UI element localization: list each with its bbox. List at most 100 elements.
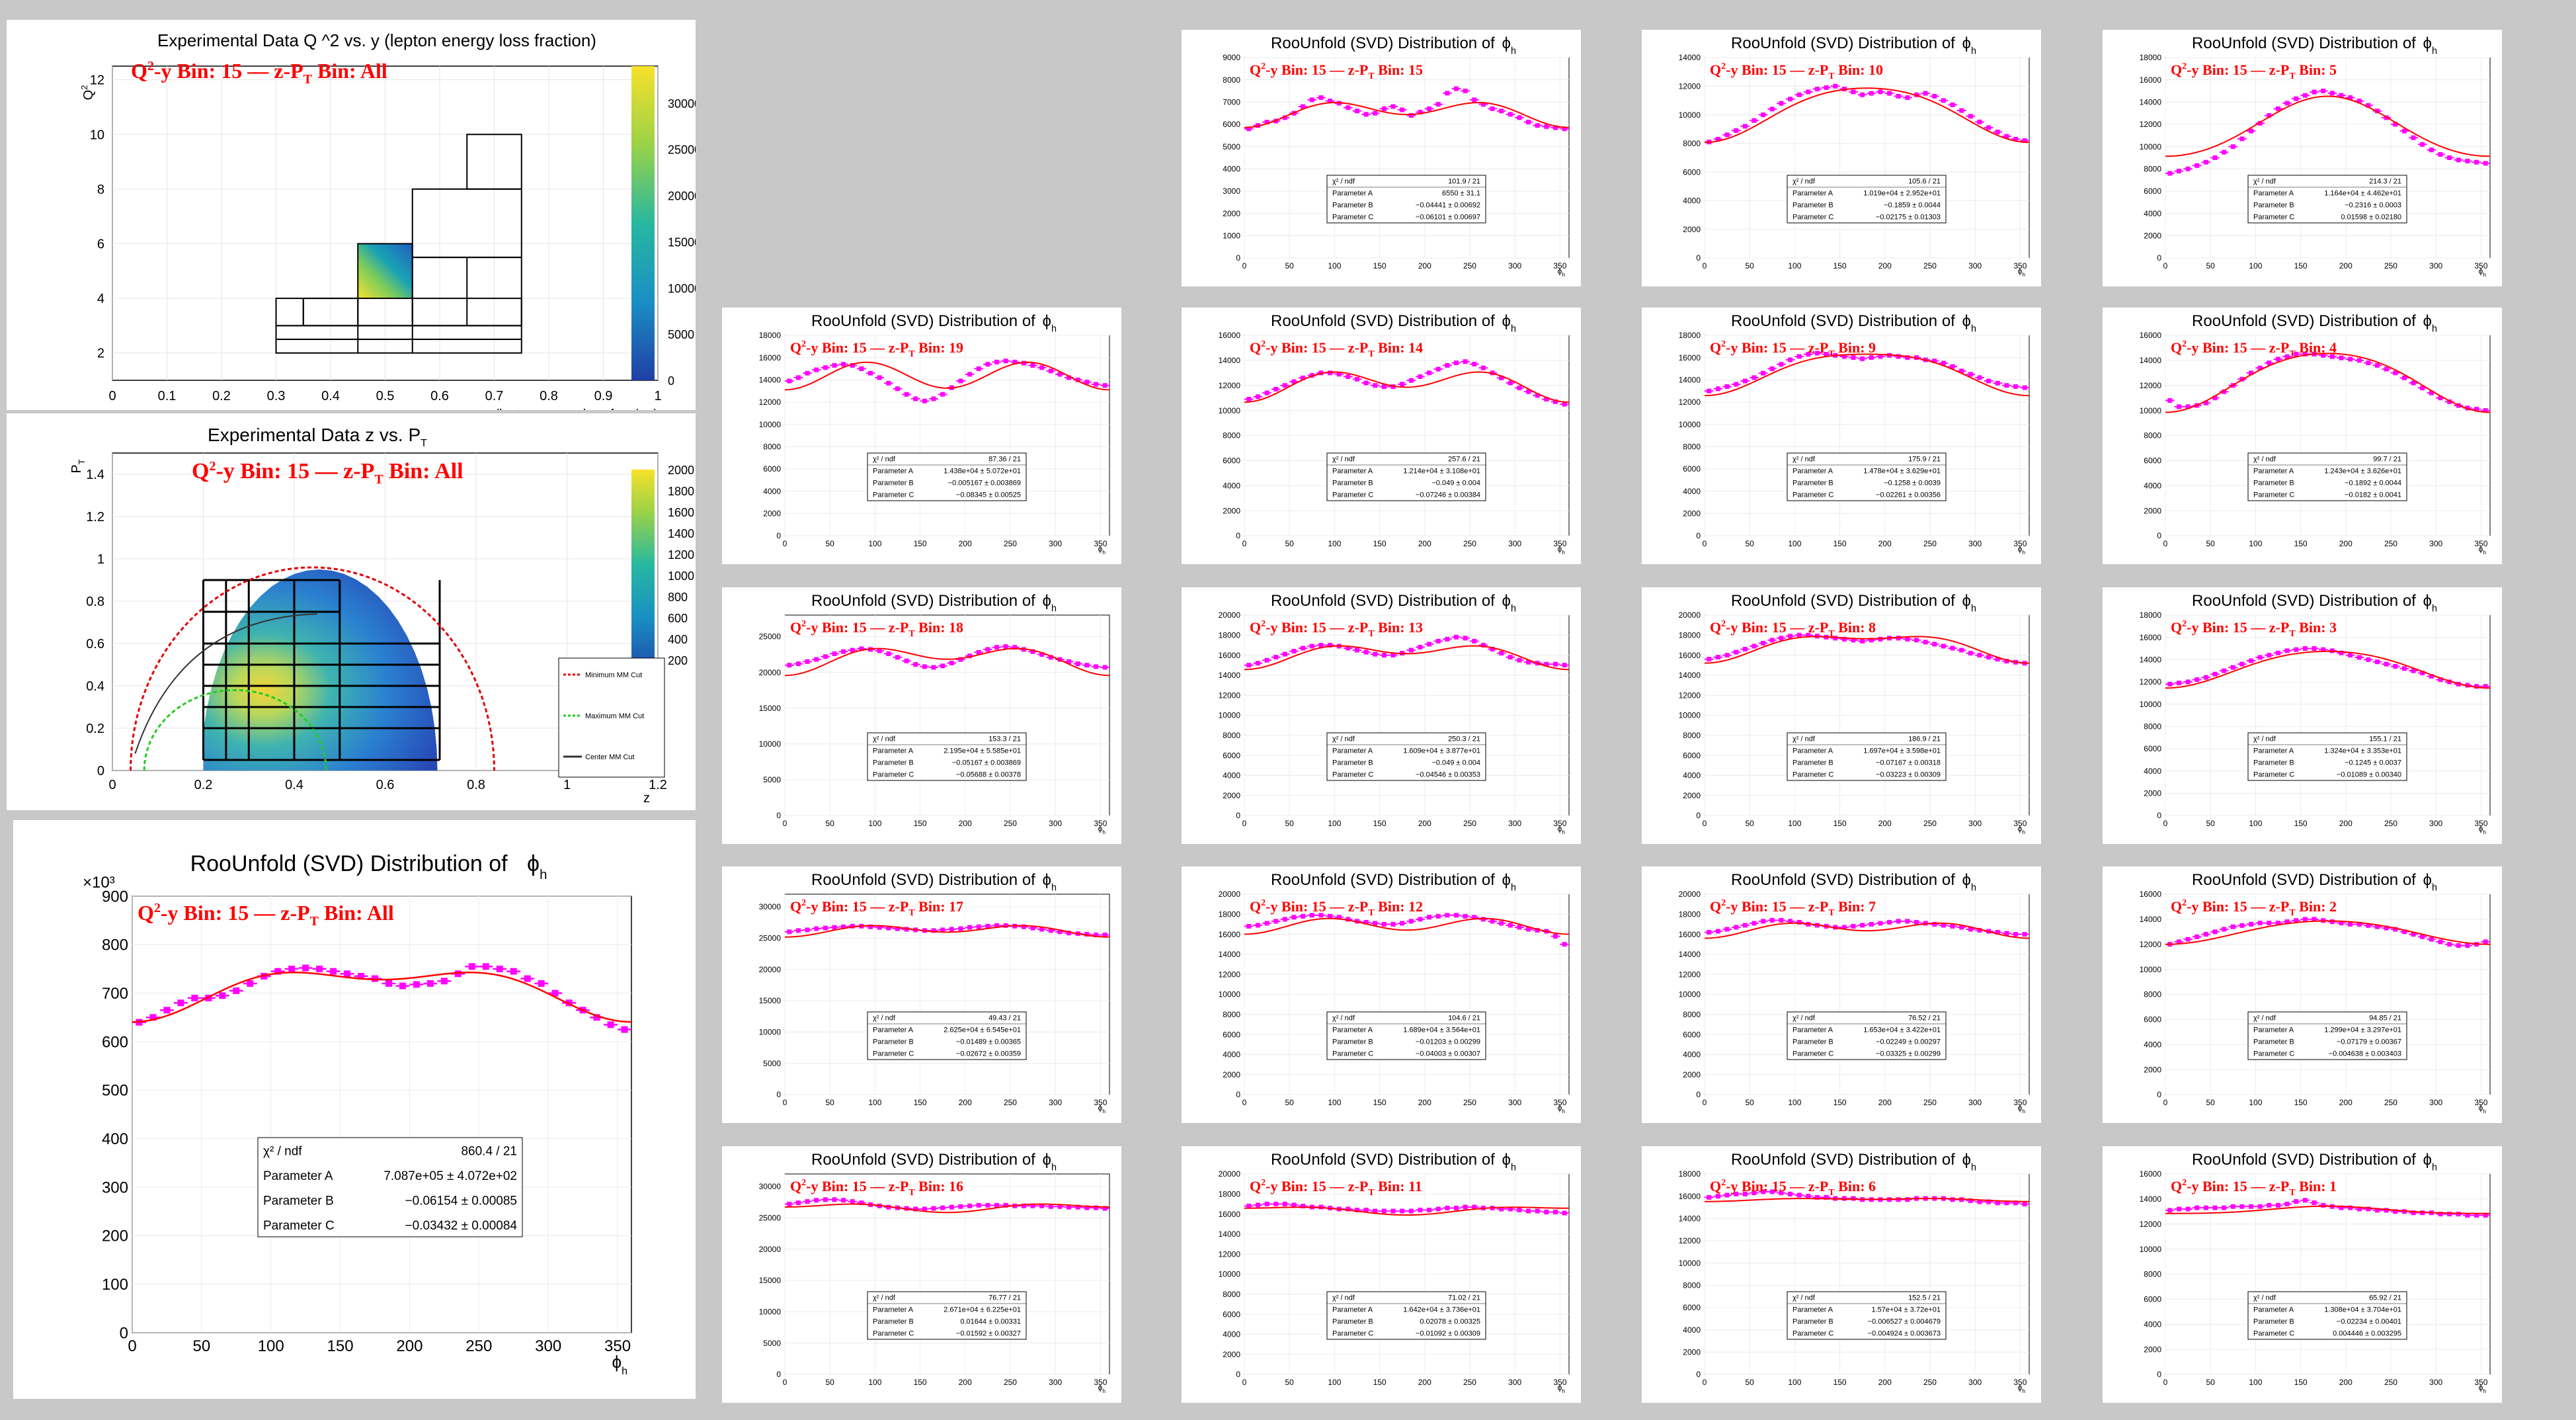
xlab-sub: h bbox=[1562, 829, 1565, 835]
data-point bbox=[1995, 657, 2000, 662]
data-point bbox=[2004, 1200, 2009, 1206]
data-point bbox=[1914, 919, 1919, 925]
x-tick-label: 0 bbox=[2163, 1098, 2168, 1107]
y-tick-label: 20000 bbox=[759, 668, 782, 677]
lab-sup: 2 bbox=[1261, 898, 1266, 908]
data-point bbox=[2013, 932, 2019, 937]
title-text: RooUnfold (SVD) Distribution of bbox=[811, 871, 1039, 889]
data-point bbox=[1724, 653, 1730, 658]
data-point bbox=[967, 372, 973, 377]
data-point bbox=[1896, 354, 1901, 359]
data-point bbox=[1075, 661, 1080, 667]
x-tick-label: 150 bbox=[2294, 1378, 2308, 1387]
y-tick-label: 2000 bbox=[2144, 789, 2161, 798]
lab-sup: 2 bbox=[1721, 1178, 1726, 1188]
stats-value: 105.6 / 21 bbox=[1908, 178, 1941, 186]
data-point bbox=[1977, 119, 1982, 124]
lab-rest: -y Bin: 15 — z-P bbox=[806, 619, 908, 636]
x-tick-label: 250 bbox=[2384, 819, 2397, 828]
stats-value: 1.019e+04 ± 2.952e+01 bbox=[1863, 190, 1941, 198]
data-point bbox=[2366, 657, 2371, 662]
y-tick-label: 0 bbox=[2157, 531, 2161, 540]
stats-label: χ² / ndf bbox=[873, 1015, 896, 1023]
lab-bin: 4 bbox=[2329, 339, 2337, 356]
fit-curve bbox=[1704, 922, 2030, 939]
data-point bbox=[1562, 942, 1567, 947]
y-tick-label: 12000 bbox=[1219, 970, 1241, 979]
x-tick-label: 50 bbox=[1746, 1098, 1755, 1107]
stats-label: χ² / ndf bbox=[1332, 456, 1355, 464]
data-point bbox=[2375, 659, 2380, 665]
data-point bbox=[2013, 136, 2019, 142]
data-point bbox=[1102, 383, 1107, 388]
y-tick-label: 6000 bbox=[1223, 456, 1240, 466]
x-axis-label: ϕh bbox=[2479, 1383, 2487, 1394]
x-tick-label: 350 bbox=[1553, 1098, 1566, 1107]
x-tick-label: 300 bbox=[1508, 261, 1521, 271]
data-point bbox=[454, 970, 462, 978]
x-tick-label: 300 bbox=[1968, 1098, 1982, 1107]
xlab-phi: ϕ bbox=[1558, 267, 1562, 276]
data-point bbox=[994, 645, 1000, 650]
y-tick-label: 10000 bbox=[1679, 1259, 1701, 1268]
phi-distribution-svg: RooUnfold (SVD) Distribution of ϕh0 50 100… bbox=[1219, 312, 1570, 556]
phi-distribution-svg: RooUnfold (SVD) Distribution of ϕh0 50 100… bbox=[759, 592, 1110, 835]
data-point bbox=[2222, 389, 2227, 394]
title-sub: h bbox=[1051, 1162, 1057, 1173]
data-point bbox=[1318, 95, 1324, 101]
data-point bbox=[2411, 135, 2416, 140]
data-point bbox=[2222, 1205, 2227, 1210]
plot-title: RooUnfold (SVD) Distribution of ϕh bbox=[1271, 1151, 1516, 1173]
bin-outline bbox=[411, 188, 522, 259]
y-tick-label: 20000 bbox=[759, 1245, 782, 1254]
data-point bbox=[1824, 1194, 1829, 1200]
x-tick-label: 300 bbox=[2429, 261, 2442, 271]
x-tick-label: 100 bbox=[1788, 819, 1801, 828]
y-tick-label: 6000 bbox=[2144, 187, 2161, 196]
y-tick-label: 8 bbox=[97, 183, 104, 197]
data-point bbox=[1363, 649, 1369, 655]
data-point bbox=[2321, 647, 2326, 652]
data-point bbox=[2483, 161, 2488, 166]
stats-value: 99.7 / 21 bbox=[2373, 456, 2401, 464]
phi-plot-zpt-bin-12: RooUnfold (SVD) Distribution of ϕh 0 50 100… bbox=[1182, 866, 1581, 1123]
data-point bbox=[1328, 370, 1333, 376]
data-point bbox=[468, 963, 475, 970]
lab-rest: -y Bin: 15 — z-P bbox=[2187, 1178, 2289, 1194]
data-point bbox=[1841, 354, 1847, 359]
y-tick-label: 16000 bbox=[1679, 651, 1701, 660]
fit-curve bbox=[784, 361, 1110, 391]
x-tick-label: 0 bbox=[2163, 539, 2168, 548]
x-tick-label: 0 bbox=[2163, 1378, 2168, 1387]
data-point bbox=[2275, 1202, 2280, 1208]
x-tick-label: 250 bbox=[1923, 1098, 1937, 1107]
bin-outline bbox=[275, 339, 522, 354]
x-axis-label: ϕh bbox=[1558, 267, 1566, 278]
y-tick-label: 10000 bbox=[759, 739, 782, 749]
data-point bbox=[1373, 1208, 1378, 1214]
data-point bbox=[2203, 400, 2208, 405]
stats-value: 1.642e+04 ± 3.736e+01 bbox=[1403, 1306, 1480, 1314]
lab-bin: 2 bbox=[2329, 898, 2337, 915]
title-sub: h bbox=[1511, 323, 1516, 334]
lab-mid: Bin: bbox=[2296, 339, 2329, 356]
x-tick-label: 0.7 bbox=[485, 389, 504, 403]
x-tick-label: 50 bbox=[1285, 819, 1295, 828]
data-point bbox=[1435, 102, 1441, 107]
data-point bbox=[2348, 653, 2353, 658]
x-tick-label: 100 bbox=[1788, 1378, 1801, 1387]
x-tick-label: 350 bbox=[2474, 1378, 2487, 1387]
stats-box bbox=[1787, 1011, 1947, 1060]
xlab-phi: ϕ bbox=[2018, 824, 2023, 833]
y-tick-label: 18000 bbox=[1679, 910, 1701, 919]
xlab-sub: h bbox=[2022, 271, 2025, 278]
title-text: RooUnfold (SVD) Distribution of bbox=[1731, 592, 1959, 610]
data-point bbox=[1869, 921, 1874, 927]
stats-label: Parameter B bbox=[2253, 759, 2294, 767]
stats-label: Parameter C bbox=[1332, 491, 1373, 499]
data-point bbox=[1851, 1196, 1856, 1201]
fit-curve bbox=[1244, 1206, 1570, 1216]
data-point bbox=[2329, 919, 2335, 925]
data-point bbox=[1291, 915, 1297, 920]
x-tick-label: 150 bbox=[914, 539, 927, 548]
